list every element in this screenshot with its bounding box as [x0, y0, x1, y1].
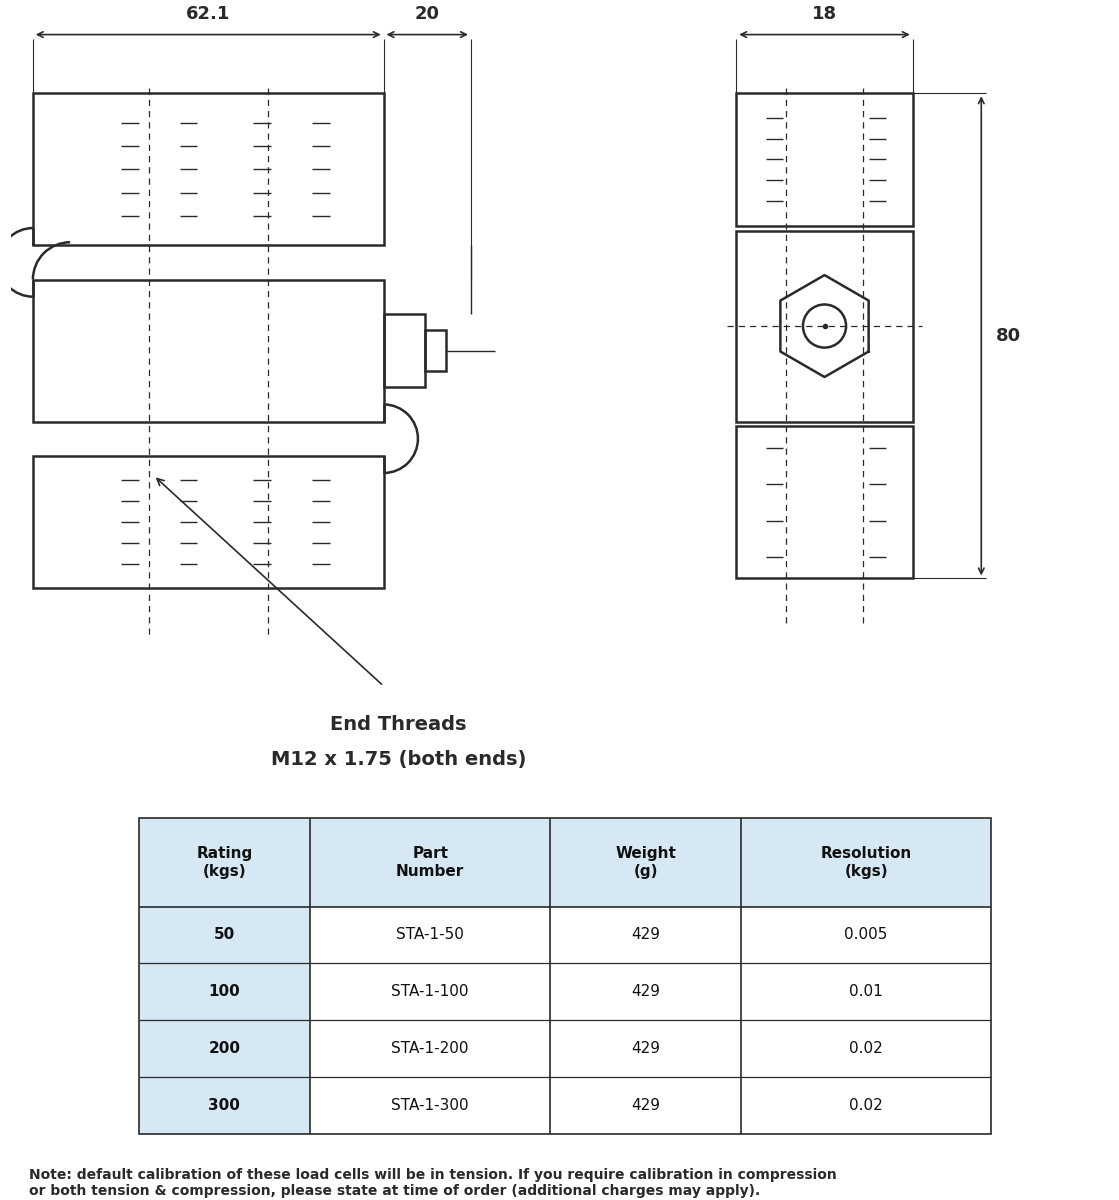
Text: 0.02: 0.02: [849, 1098, 883, 1112]
Bar: [139, 818, 991, 906]
Bar: [736, 94, 913, 226]
Text: 0.02: 0.02: [849, 1042, 883, 1056]
Text: M12 x 1.75 (both ends): M12 x 1.75 (both ends): [271, 750, 526, 769]
Bar: [139, 906, 310, 1134]
Text: End Threads: End Threads: [330, 715, 467, 734]
Bar: [425, 330, 446, 371]
Text: 80: 80: [996, 326, 1022, 344]
Text: 50: 50: [214, 928, 235, 942]
Text: 62.1: 62.1: [186, 5, 231, 23]
Text: 18: 18: [812, 5, 837, 23]
Text: 429: 429: [631, 928, 660, 942]
Text: Weight
(g): Weight (g): [615, 846, 676, 878]
Bar: [736, 426, 913, 578]
Text: 0.01: 0.01: [849, 984, 883, 1000]
Bar: [32, 280, 384, 421]
Text: 429: 429: [631, 1098, 660, 1112]
Text: 200: 200: [208, 1042, 241, 1056]
Text: 20: 20: [415, 5, 440, 23]
Text: 100: 100: [208, 984, 241, 1000]
Text: Part
Number: Part Number: [396, 846, 464, 878]
Text: STA-1-100: STA-1-100: [392, 984, 469, 1000]
Text: 0.005: 0.005: [845, 928, 887, 942]
Bar: [139, 818, 991, 1134]
Text: 429: 429: [631, 984, 660, 1000]
Text: 300: 300: [208, 1098, 241, 1112]
Text: STA-1-300: STA-1-300: [392, 1098, 469, 1112]
Bar: [32, 456, 384, 588]
Text: STA-1-50: STA-1-50: [396, 928, 464, 942]
Text: Rating
(kgs): Rating (kgs): [196, 846, 253, 878]
Text: Resolution
(kgs): Resolution (kgs): [820, 846, 912, 878]
Bar: [384, 314, 425, 388]
Text: 429: 429: [631, 1042, 660, 1056]
Text: Note: default calibration of these load cells will be in tension. If you require: Note: default calibration of these load …: [29, 1168, 837, 1199]
Bar: [736, 230, 913, 421]
Text: STA-1-200: STA-1-200: [392, 1042, 469, 1056]
Bar: [32, 94, 384, 245]
